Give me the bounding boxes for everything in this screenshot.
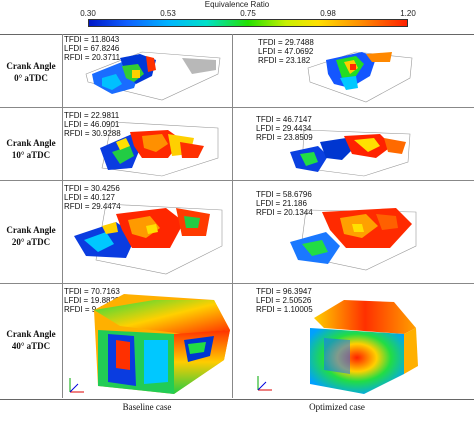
column-divider — [62, 34, 63, 398]
baseline-render-0 — [85, 51, 221, 101]
row-label-line: Crank Angle — [6, 61, 56, 71]
optimized-stats-2: TFDI = 58.6796 LFDI = 21.186 RFDI = 20.1… — [256, 190, 313, 217]
lfdi-value: LFDI = 47.0692 — [258, 47, 314, 56]
column-label-baseline: Baseline case — [122, 402, 172, 412]
tfdi-value: TFDI = 22.9811 — [64, 111, 120, 120]
rfdi-value: RFDI = 23.8509 — [256, 133, 313, 142]
colorbar-tick: 0.53 — [160, 9, 176, 18]
row-label-angle: 40° aTDC — [11, 341, 51, 351]
rfdi-value: RFDI = 1.10005 — [256, 305, 313, 314]
tfdi-value: TFDI = 11.8043 — [64, 35, 120, 44]
baseline-render-2 — [74, 203, 223, 275]
baseline-stats-2: TFDI = 30.4256 LFDI = 40.127 RFDI = 29.4… — [64, 184, 121, 211]
colorbar-tick: 1.20 — [400, 9, 416, 18]
lfdi-value: LFDI = 19.8828 — [64, 296, 120, 305]
figure-grid — [0, 34, 474, 400]
baseline-render-3 — [69, 294, 230, 394]
rfdi-value: RFDI = 23.182 — [258, 56, 311, 65]
row-divider — [0, 180, 474, 181]
column-divider — [232, 34, 233, 398]
row-label-angle: 0° aTDC — [14, 73, 48, 83]
row-label-line: Crank Angle — [6, 138, 56, 148]
tfdi-value: TFDI = 29.7488 — [258, 38, 314, 47]
rfdi-value: RFDI = 30.9288 — [64, 129, 121, 138]
rfdi-value: RFDI = 29.4474 — [64, 202, 121, 211]
row-label-2: Crank Angle 20° aTDC — [2, 224, 60, 248]
row-divider — [0, 283, 474, 284]
optimized-stats-1: TFDI = 46.7147 LFDI = 29.4434 RFDI = 23.… — [256, 115, 313, 142]
lfdi-value: LFDI = 67.8246 — [64, 44, 120, 53]
baseline-render-1 — [100, 121, 219, 177]
rfdi-value: RFDI = 20.1344 — [256, 208, 313, 217]
lfdi-value: LFDI = 40.127 — [64, 193, 115, 202]
lfdi-value: LFDI = 2.50526 — [256, 296, 312, 305]
optimized-render-3 — [257, 300, 418, 394]
lfdi-value: LFDI = 46.0901 — [64, 120, 120, 129]
baseline-stats-1: TFDI = 22.9811 LFDI = 46.0901 RFDI = 30.… — [64, 111, 121, 138]
row-label-line: Crank Angle — [6, 329, 56, 339]
colorbar-tick: 0.75 — [240, 9, 256, 18]
colorbar-ticks: 0.30 0.53 0.75 0.98 1.20 — [76, 9, 416, 19]
row-label-0: Crank Angle 0° aTDC — [2, 60, 60, 84]
row-divider — [0, 107, 474, 108]
row-label-angle: 10° aTDC — [11, 150, 51, 160]
row-label-line: Crank Angle — [6, 225, 56, 235]
tfdi-value: TFDI = 70.7163 — [64, 287, 120, 296]
baseline-stats-3: TFDI = 70.7163 LFDI = 19.8828 RFDI = 9.4… — [64, 287, 121, 314]
row-label-3: Crank Angle 40° aTDC — [2, 328, 60, 352]
row-label-1: Crank Angle 10° aTDC — [2, 137, 60, 161]
optimized-stats-0: TFDI = 29.7488 LFDI = 47.0692 RFDI = 23.… — [258, 38, 314, 65]
lfdi-value: LFDI = 29.4434 — [256, 124, 312, 133]
column-label-optimized: Optimized case — [309, 402, 365, 412]
tfdi-value: TFDI = 46.7147 — [256, 115, 312, 124]
baseline-stats-0: TFDI = 11.8043 LFDI = 67.8246 RFDI = 20.… — [64, 35, 120, 62]
colorbar-title: Equivalence Ratio — [204, 0, 270, 9]
colorbar-tick: 0.98 — [320, 9, 336, 18]
optimized-stats-3: TFDI = 96.3947 LFDI = 2.50526 RFDI = 1.1… — [256, 287, 313, 314]
optimized-render-2 — [290, 208, 417, 271]
lfdi-value: LFDI = 21.186 — [256, 199, 307, 208]
colorbar-gradient — [88, 19, 408, 27]
tfdi-value: TFDI = 96.3947 — [256, 287, 312, 296]
colorbar-tick: 0.30 — [80, 9, 96, 18]
rfdi-value: RFDI = 20.3711 — [64, 53, 121, 62]
rfdi-value: RFDI = 9.40094 — [64, 305, 121, 314]
optimized-render-0 — [307, 51, 413, 103]
row-label-angle: 20° aTDC — [11, 237, 51, 247]
optimized-render-1 — [290, 129, 411, 177]
tfdi-value: TFDI = 58.6796 — [256, 190, 312, 199]
tfdi-value: TFDI = 30.4256 — [64, 184, 120, 193]
